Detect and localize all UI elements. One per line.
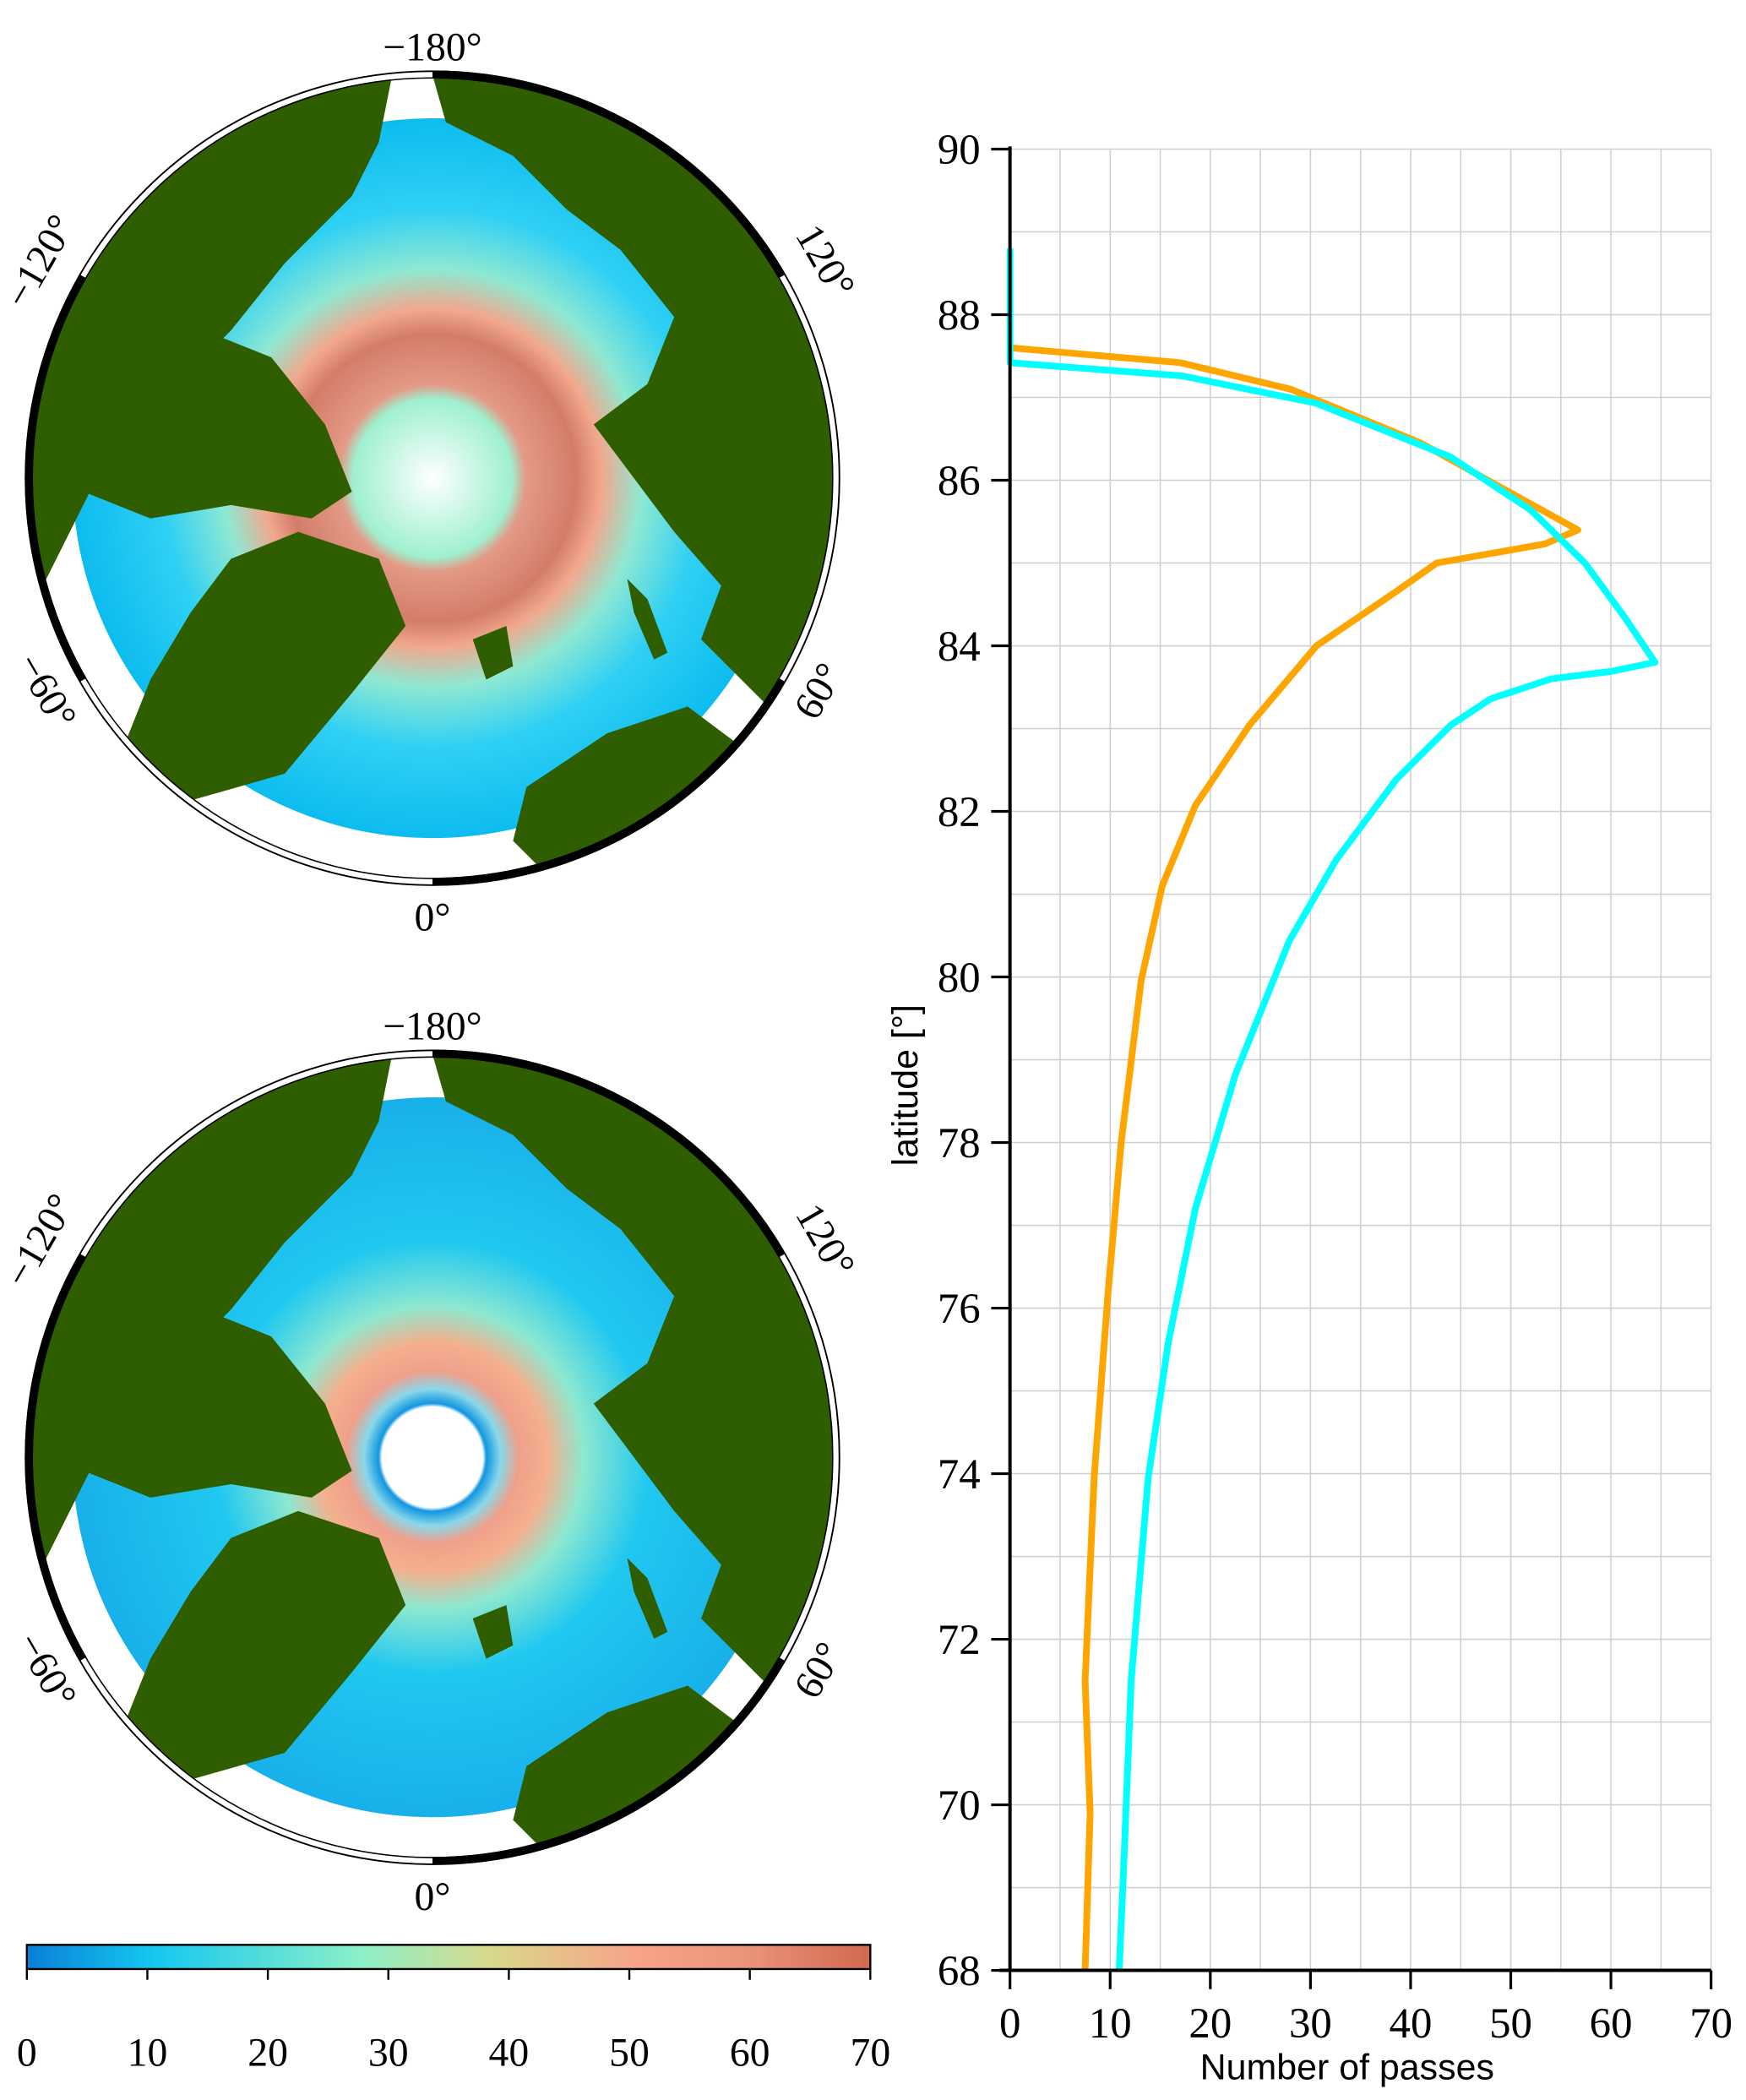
land-greenland [123, 531, 406, 801]
y-tick-label: 82 [938, 789, 981, 836]
longitude-label: 60° [786, 1635, 852, 1706]
polar-map-2: −180°120°60°0°−60°−120° [0, 1004, 864, 1919]
y-tick-label: 76 [938, 1286, 981, 1333]
y-tick-label: 86 [938, 458, 981, 505]
x-tick-label: 50 [1489, 2000, 1532, 2048]
x-tick-label: 20 [1188, 2000, 1232, 2048]
colorbar-gradient [25, 1944, 872, 1971]
x-tick-label: 30 [1289, 2000, 1332, 2048]
y-tick-label: 72 [938, 1617, 981, 1664]
longitude-label: 120° [786, 217, 863, 306]
land-eurasia [432, 78, 833, 707]
longitude-label: 0° [415, 1874, 451, 1919]
map-disk [32, 78, 833, 879]
frame-segment [432, 1049, 786, 1258]
land-novaya-zemlya [627, 579, 668, 660]
colorbar: 0 10 20 30 40 50 60 70 [17, 1944, 890, 2075]
series-line-orange [1009, 344, 1581, 1971]
grid [1009, 148, 1712, 1971]
frame-segment [432, 1657, 786, 1865]
land-greenland [123, 1510, 406, 1780]
colorbar-tick-label: 60 [730, 2030, 770, 2075]
frame-segment [24, 274, 87, 683]
x-tick-label: 70 [1689, 2000, 1732, 2048]
frame-segment [432, 677, 786, 886]
colorbar-tick-label: 40 [489, 2030, 530, 2075]
longitude-label: −180° [383, 1004, 481, 1049]
x-tick-label: 10 [1089, 2000, 1132, 2048]
colorbar-tick-label: 0 [17, 2030, 37, 2075]
colorbar-tick-label: 50 [609, 2030, 650, 2075]
land-svalbard [472, 625, 514, 680]
colorbar-tick-label: 70 [850, 2030, 890, 2075]
x-tick-label: 60 [1590, 2000, 1633, 2048]
longitude-label: 60° [786, 656, 852, 726]
land-eurasia [432, 1057, 833, 1686]
frame-segment [432, 70, 786, 279]
longitude-label: 120° [786, 1196, 863, 1285]
land-svalbard [472, 1605, 514, 1659]
x-tick-label: 40 [1390, 2000, 1433, 2048]
colorbar-tick-label: 10 [128, 2030, 168, 2075]
y-axis-label: latitude [°] [885, 1004, 926, 1166]
map-disk [32, 1057, 833, 1858]
y-tick-label: 68 [938, 1948, 981, 1995]
y-tick-label: 74 [938, 1451, 981, 1499]
y-tick-label: 78 [938, 1120, 981, 1167]
land-arctic-archipelago [83, 1309, 352, 1498]
polar-map-1: −180°120°60°0°−60°−120° [0, 24, 864, 939]
longitude-label: −180° [383, 24, 481, 69]
land-arctic-archipelago [83, 330, 352, 519]
series-line-cyan [1006, 248, 1659, 1971]
y-tick-label: 80 [938, 955, 981, 1002]
longitude-label: 0° [415, 895, 451, 940]
y-tick-label: 84 [938, 623, 981, 671]
x-tick-label: 0 [999, 2000, 1020, 2048]
x-axis-label: Number of passes [1200, 2047, 1494, 2087]
y-tick-label: 70 [938, 1782, 981, 1830]
y-tick-label: 90 [938, 127, 981, 174]
latitude-passes-chart: 0 10 20 30 40 50 60 70 68 70 72 74 76 78 80 82 84 86 88 90 N… [885, 127, 1732, 2087]
y-tick-label: 88 [938, 292, 981, 340]
land-novaya-zemlya [627, 1558, 668, 1639]
colorbar-tick-label: 20 [247, 2030, 288, 2075]
frame-segment [24, 1253, 87, 1662]
colorbar-tick-label: 30 [368, 2030, 409, 2075]
